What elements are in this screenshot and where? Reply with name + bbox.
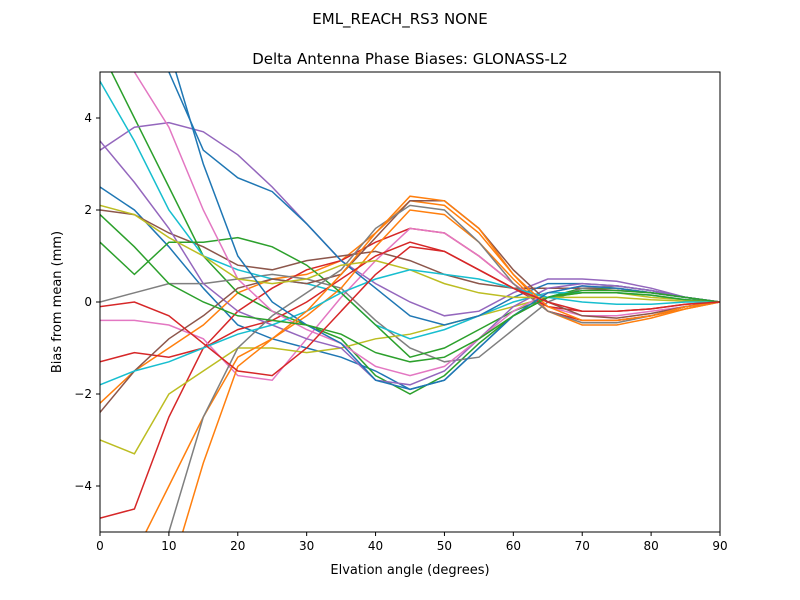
figure-suptitle: EML_REACH_RS3 NONE (312, 10, 487, 29)
x-axis-label: Elvation angle (degrees) (330, 563, 489, 578)
series-line-24 (100, 246, 720, 377)
chart-title: Delta Antenna Phase Biases: GLONASS-L2 (252, 50, 568, 68)
x-tick-label: 30 (299, 539, 314, 553)
x-tick-label: 70 (575, 539, 590, 553)
x-axis: 0 10 20 30 40 50 60 70 80 90 (96, 532, 728, 553)
x-tick-label: 40 (368, 539, 383, 553)
series-line-22 (181, 195, 720, 532)
y-tick-label: −4 (74, 479, 92, 493)
x-tick-label: 60 (506, 539, 521, 553)
series-line-20 (100, 269, 720, 386)
x-tick-label: 10 (161, 539, 176, 553)
series-lines (100, 72, 720, 532)
y-tick-label: −2 (74, 387, 92, 401)
y-axis-label: Bias from mean (mm) (50, 231, 65, 373)
x-tick-label: 20 (230, 539, 245, 553)
x-tick-label: 80 (643, 539, 658, 553)
series-line-13 (100, 236, 720, 359)
x-tick-label: 90 (712, 539, 727, 553)
x-tick-label: 50 (437, 539, 452, 553)
y-tick-label: 2 (84, 203, 92, 217)
series-line-3 (110, 72, 720, 395)
x-tick-label: 0 (96, 539, 104, 553)
y-tick-label: 0 (84, 295, 92, 309)
y-tick-label: 4 (84, 111, 92, 125)
y-axis: −4 −2 0 2 4 (74, 111, 100, 493)
series-line-5 (100, 121, 720, 317)
